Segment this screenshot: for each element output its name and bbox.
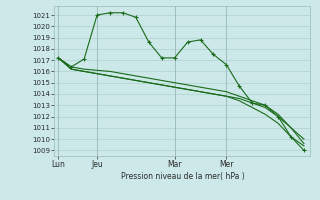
X-axis label: Pression niveau de la mer( hPa ): Pression niveau de la mer( hPa )	[121, 172, 244, 181]
